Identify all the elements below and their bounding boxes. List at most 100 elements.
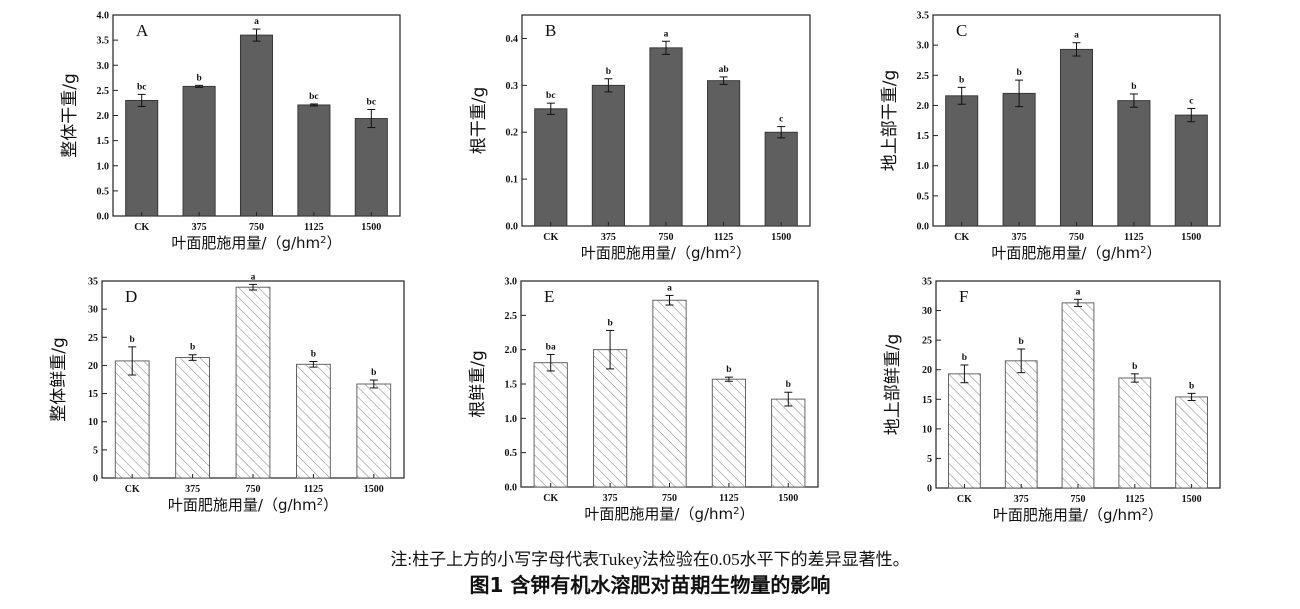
y-tick-label: 35 (922, 277, 932, 288)
bar (649, 47, 683, 227)
y-tick-label: 3.5 (97, 36, 110, 47)
y-tick-label: 0.3 (506, 81, 519, 92)
chart-panel-d: 0 5 10 15 20 25 30 35 b CK b 375 a 750 b 1125 b 1500 D 叶面肥施… (49, 272, 405, 514)
significance-letter: b (1132, 362, 1137, 372)
bar (534, 108, 568, 227)
y-tick-label: 1.5 (97, 136, 110, 147)
y-axis-label: 地上部鲜重/g (883, 334, 903, 436)
x-axis-label: 叶面肥施用量/（g/hm2） (991, 244, 1161, 262)
y-tick-label: 1.0 (505, 414, 518, 425)
chart-panel-a: 0.0 0.5 1.0 1.5 2.0 2.5 3.0 3.5 4.0 bc CK b 375 a 750 b… (60, 11, 401, 252)
x-tick-label: 750 (662, 493, 677, 504)
y-tick-label: 1.0 (97, 161, 110, 172)
significance-letter: a (1076, 287, 1081, 297)
significance-letter: b (959, 75, 964, 85)
x-tick-label: CK (134, 222, 149, 233)
bar (948, 373, 981, 489)
bar (1117, 100, 1151, 227)
significance-letter: b (1189, 381, 1194, 391)
y-tick-label: 2.0 (97, 111, 110, 122)
significance-letter: b (371, 368, 376, 378)
panel-letter: E (544, 287, 554, 306)
y-tick-label: 10 (88, 417, 98, 428)
bar (1004, 360, 1038, 489)
x-tick-label: 750 (249, 222, 264, 233)
chart-panel-b: 0.0 0.1 0.2 0.3 0.4 bc CK b 375 a 750 ab 1125 c 1500 B 叶… (469, 14, 811, 262)
y-tick-label: 0.5 (505, 448, 518, 459)
x-tick-label: CK (543, 493, 558, 504)
y-tick-label: 15 (88, 389, 98, 400)
bar (125, 99, 159, 217)
x-tick-label: 375 (192, 222, 207, 233)
x-tick-label: 1125 (1124, 232, 1143, 243)
significance-letter: b (1019, 337, 1024, 347)
significance-letter: ab (719, 65, 729, 75)
y-tick-label: 15 (922, 395, 932, 406)
figure-title: 图1 含钾有机水溶肥对苗期生物量的影响 (469, 573, 831, 597)
y-tick-label: 0.0 (505, 483, 518, 494)
x-tick-label: 375 (185, 484, 200, 495)
significance-letter: b (607, 318, 612, 328)
y-tick-label: 0.0 (917, 222, 930, 233)
x-tick-label: 750 (659, 232, 674, 243)
significance-letter: b (190, 343, 195, 353)
bar (296, 363, 331, 479)
bar (591, 84, 625, 227)
y-axis-label: 整体鲜重/g (49, 337, 69, 422)
significance-letter: c (779, 115, 783, 125)
panel-letter: B (545, 21, 556, 40)
y-tick-label: 1.0 (917, 161, 930, 172)
y-tick-label: 10 (922, 424, 932, 435)
y-tick-label: 0.4 (506, 34, 519, 45)
y-tick-label: 2.5 (917, 71, 930, 82)
y-tick-label: 4.0 (97, 11, 110, 22)
y-tick-label: 5 (93, 445, 98, 456)
y-tick-label: 2.0 (505, 345, 518, 356)
y-tick-label: 0.1 (506, 175, 519, 186)
x-axis-label: 叶面肥施用量/（g/hm2） (584, 505, 754, 523)
x-tick-label: CK (125, 484, 140, 495)
figure-note: 注:柱子上方的小写字母代表Tukey法检验在0.05水平下的差异显著性。 (390, 550, 910, 569)
y-tick-label: 3.5 (917, 11, 930, 22)
y-tick-label: 30 (88, 305, 98, 316)
bar (771, 398, 806, 488)
significance-letter: bc (367, 97, 377, 107)
x-tick-label: 1125 (304, 222, 323, 233)
bar (182, 85, 216, 217)
y-tick-label: 2.5 (97, 86, 110, 97)
y-tick-label: 0.0 (97, 212, 110, 223)
significance-letter: c (1189, 96, 1193, 106)
y-tick-label: 5 (927, 454, 932, 465)
x-tick-label: 375 (601, 232, 616, 243)
x-tick-label: CK (957, 494, 972, 505)
y-tick-label: 35 (88, 277, 98, 288)
y-tick-label: 1.5 (917, 131, 930, 142)
y-axis-label: 整体干重/g (60, 73, 80, 158)
x-tick-label: 1500 (771, 232, 791, 243)
panel-letter: F (959, 287, 968, 306)
x-axis-label: 叶面肥施用量/（g/hm2） (168, 496, 338, 514)
bar (711, 378, 746, 488)
bar (1175, 396, 1208, 489)
x-tick-label: 1500 (1181, 232, 1201, 243)
significance-letter: b (726, 365, 731, 375)
x-tick-label: 1125 (304, 484, 323, 495)
x-tick-label: 1125 (1125, 494, 1144, 505)
y-tick-label: 25 (88, 333, 98, 344)
x-tick-label: 750 (1069, 232, 1084, 243)
chart-panel-f: 0 5 10 15 20 25 30 35 b CK b 375 a 750 b 1125 b 1500 F 叶面肥施… (883, 277, 1221, 524)
significance-letter: b (1131, 82, 1136, 92)
x-tick-label: 1125 (714, 232, 733, 243)
y-axis-label: 地上部干重/g (880, 70, 900, 172)
bar (764, 131, 798, 227)
chart-panel-c: 0.0 0.5 1.0 1.5 2.0 2.5 3.0 3.5 b CK b 375 a 750 b 1125… (880, 11, 1221, 262)
y-tick-label: 1.5 (505, 380, 518, 391)
x-tick-label: 750 (246, 484, 261, 495)
bar (1118, 377, 1152, 489)
y-tick-label: 30 (922, 306, 932, 317)
bar (707, 80, 741, 227)
x-tick-label: 1125 (719, 493, 738, 504)
y-tick-label: 3.0 (505, 277, 518, 288)
panel-letter: C (956, 21, 967, 40)
bar (593, 349, 628, 488)
